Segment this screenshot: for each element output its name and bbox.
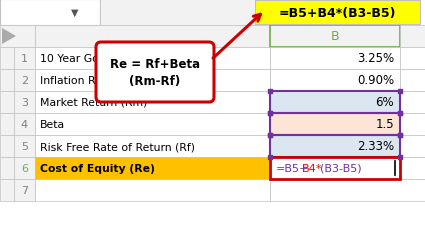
FancyBboxPatch shape	[100, 0, 255, 26]
Text: Risk Free Rate of Return (Rf): Risk Free Rate of Return (Rf)	[40, 141, 195, 151]
FancyBboxPatch shape	[270, 70, 400, 92]
Text: 5: 5	[21, 141, 28, 151]
Text: 1: 1	[21, 54, 28, 64]
Polygon shape	[2, 29, 16, 45]
Text: =B5+: =B5+	[276, 163, 309, 173]
FancyBboxPatch shape	[0, 92, 14, 113]
Text: 7: 7	[21, 185, 28, 195]
FancyBboxPatch shape	[14, 157, 35, 179]
FancyBboxPatch shape	[270, 135, 400, 157]
FancyBboxPatch shape	[400, 135, 425, 157]
Text: 2.33%: 2.33%	[357, 140, 394, 153]
Text: 1.5: 1.5	[375, 118, 394, 131]
FancyBboxPatch shape	[0, 135, 14, 157]
Text: 0.90%: 0.90%	[357, 74, 394, 87]
Text: 3: 3	[21, 98, 28, 108]
Text: Inflation Rate: Inflation Rate	[40, 76, 113, 86]
FancyBboxPatch shape	[0, 113, 14, 135]
FancyBboxPatch shape	[14, 70, 35, 92]
Text: 2: 2	[21, 76, 28, 86]
FancyBboxPatch shape	[400, 26, 425, 48]
Text: Re = Rf+Beta: Re = Rf+Beta	[110, 57, 200, 70]
FancyBboxPatch shape	[400, 92, 425, 113]
FancyBboxPatch shape	[14, 48, 35, 70]
Text: (B3-B5): (B3-B5)	[320, 163, 362, 173]
FancyBboxPatch shape	[35, 92, 270, 113]
FancyBboxPatch shape	[14, 179, 35, 201]
FancyBboxPatch shape	[14, 135, 35, 157]
FancyBboxPatch shape	[0, 157, 14, 179]
FancyBboxPatch shape	[14, 92, 35, 113]
FancyBboxPatch shape	[270, 48, 400, 70]
FancyBboxPatch shape	[0, 179, 14, 201]
FancyBboxPatch shape	[400, 113, 425, 135]
Text: Beta: Beta	[40, 119, 65, 129]
FancyBboxPatch shape	[270, 26, 400, 48]
Text: 10 Year Government Bond Rate: 10 Year Government Bond Rate	[40, 54, 212, 64]
Text: Cost of Equity (Re): Cost of Equity (Re)	[40, 163, 155, 173]
FancyBboxPatch shape	[270, 92, 400, 113]
Text: 3.25%: 3.25%	[357, 52, 394, 65]
FancyBboxPatch shape	[0, 48, 14, 70]
FancyBboxPatch shape	[35, 179, 270, 201]
FancyBboxPatch shape	[35, 70, 270, 92]
FancyBboxPatch shape	[35, 26, 270, 48]
Text: 6%: 6%	[375, 96, 394, 109]
Text: (Rm-Rf): (Rm-Rf)	[129, 75, 181, 88]
FancyBboxPatch shape	[400, 157, 425, 179]
FancyBboxPatch shape	[0, 70, 14, 92]
Text: B4*: B4*	[302, 163, 323, 173]
FancyBboxPatch shape	[270, 157, 400, 179]
FancyBboxPatch shape	[400, 70, 425, 92]
FancyBboxPatch shape	[35, 135, 270, 157]
FancyBboxPatch shape	[0, 26, 35, 48]
FancyBboxPatch shape	[35, 48, 270, 70]
Text: =B5+B4*(B3-B5): =B5+B4*(B3-B5)	[279, 7, 396, 19]
Text: Market Return (Rm): Market Return (Rm)	[40, 98, 147, 108]
Text: 4: 4	[21, 119, 28, 129]
FancyBboxPatch shape	[35, 157, 270, 179]
FancyBboxPatch shape	[270, 179, 425, 201]
FancyBboxPatch shape	[96, 43, 214, 103]
Text: B: B	[331, 30, 339, 43]
Text: ▼: ▼	[71, 8, 79, 18]
FancyBboxPatch shape	[14, 113, 35, 135]
Text: 6: 6	[21, 163, 28, 173]
FancyBboxPatch shape	[270, 113, 400, 135]
FancyBboxPatch shape	[0, 0, 100, 26]
FancyBboxPatch shape	[400, 48, 425, 70]
FancyBboxPatch shape	[35, 113, 270, 135]
FancyBboxPatch shape	[255, 1, 420, 25]
